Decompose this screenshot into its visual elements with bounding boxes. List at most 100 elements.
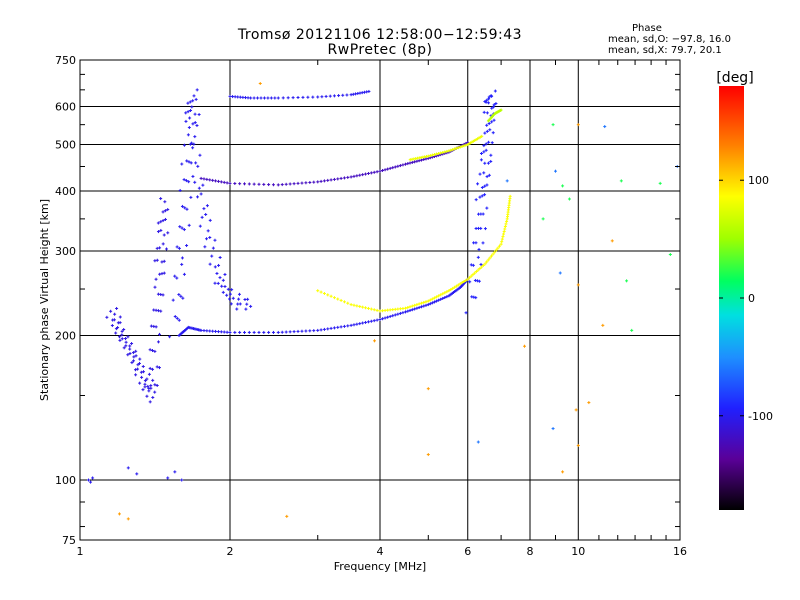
data-point bbox=[428, 154, 432, 158]
data-point bbox=[485, 175, 489, 179]
data-point bbox=[355, 304, 359, 308]
data-point bbox=[603, 125, 607, 129]
data-point bbox=[210, 254, 214, 258]
data-point bbox=[296, 96, 300, 100]
data-point bbox=[204, 213, 208, 217]
data-point bbox=[326, 327, 330, 331]
data-point bbox=[482, 171, 486, 175]
data-point bbox=[451, 148, 455, 152]
data-point bbox=[329, 178, 333, 182]
data-point bbox=[267, 183, 271, 187]
data-point bbox=[158, 246, 162, 250]
data-point bbox=[288, 330, 292, 334]
data-point bbox=[153, 383, 157, 387]
data-point bbox=[179, 294, 183, 298]
data-point bbox=[398, 307, 402, 311]
data-point bbox=[189, 195, 193, 199]
data-point bbox=[361, 173, 365, 177]
data-point bbox=[447, 149, 451, 153]
data-point bbox=[410, 304, 414, 308]
data-point bbox=[306, 95, 310, 99]
data-point bbox=[223, 285, 227, 289]
data-point bbox=[346, 175, 350, 179]
data-point bbox=[369, 319, 373, 323]
data-point bbox=[487, 140, 491, 144]
data-point bbox=[426, 387, 430, 391]
y-tick-label: 750 bbox=[55, 54, 76, 67]
data-point bbox=[280, 183, 284, 187]
data-point bbox=[462, 280, 466, 284]
data-point bbox=[141, 388, 145, 392]
data-point bbox=[349, 175, 353, 179]
data-point bbox=[490, 120, 494, 124]
data-point bbox=[202, 329, 206, 333]
data-point bbox=[443, 291, 447, 295]
colorbar-label: [deg] bbox=[716, 70, 753, 86]
data-point bbox=[235, 307, 239, 311]
data-point bbox=[291, 96, 295, 100]
data-point bbox=[332, 94, 336, 98]
data-point bbox=[483, 262, 487, 266]
data-point bbox=[151, 367, 155, 371]
data-point bbox=[361, 321, 365, 325]
data-point bbox=[139, 370, 143, 374]
data-point bbox=[473, 271, 477, 275]
data-point bbox=[186, 101, 190, 105]
data-point bbox=[258, 82, 262, 86]
data-point bbox=[118, 321, 122, 325]
data-point bbox=[151, 349, 155, 353]
data-point bbox=[328, 94, 332, 98]
data-point bbox=[484, 142, 488, 146]
data-point bbox=[453, 285, 457, 289]
data-point bbox=[460, 281, 464, 285]
chart-subtitle: RwPretec (8p) bbox=[327, 42, 433, 58]
data-point bbox=[355, 174, 359, 178]
data-point bbox=[213, 281, 217, 285]
data-point bbox=[211, 246, 215, 250]
data-point bbox=[208, 235, 212, 239]
data-point bbox=[391, 308, 395, 312]
data-point bbox=[163, 209, 167, 213]
data-point bbox=[483, 184, 487, 188]
data-point bbox=[175, 245, 179, 249]
data-point bbox=[424, 303, 428, 307]
data-point bbox=[118, 315, 122, 319]
data-point bbox=[190, 105, 194, 109]
data-point bbox=[437, 294, 441, 298]
data-point bbox=[155, 246, 159, 250]
data-point bbox=[118, 338, 122, 342]
chart-title: Tromsø 20121106 12:58:00−12:59:43 bbox=[237, 27, 523, 43]
data-point bbox=[460, 144, 464, 148]
data-point bbox=[262, 182, 266, 186]
data-point bbox=[479, 158, 483, 162]
data-point bbox=[393, 307, 397, 311]
data-point bbox=[443, 296, 447, 300]
data-point bbox=[316, 289, 320, 293]
data-point bbox=[451, 286, 455, 290]
data-point bbox=[114, 331, 118, 335]
data-point bbox=[208, 329, 212, 333]
data-point bbox=[180, 162, 184, 166]
data-point bbox=[161, 219, 165, 223]
data-point bbox=[223, 272, 227, 276]
data-point bbox=[503, 227, 507, 231]
x-tick-label: 10 bbox=[571, 545, 585, 558]
data-point bbox=[454, 284, 458, 288]
data-point bbox=[163, 200, 167, 204]
y-axis-label: Stationary phase Virtual Height [km] bbox=[38, 199, 51, 401]
data-point bbox=[454, 146, 458, 150]
data-point bbox=[132, 359, 136, 363]
data-point bbox=[619, 179, 623, 183]
data-point bbox=[388, 308, 392, 312]
data-point bbox=[182, 178, 186, 182]
data-point bbox=[401, 163, 405, 167]
data-point bbox=[523, 344, 527, 348]
data-point bbox=[480, 265, 484, 269]
x-tick-label: 8 bbox=[527, 545, 534, 558]
data-point bbox=[237, 297, 241, 301]
data-point bbox=[252, 182, 256, 186]
data-point bbox=[422, 300, 426, 304]
data-point bbox=[188, 100, 192, 104]
data-point bbox=[126, 353, 130, 357]
data-point bbox=[206, 229, 210, 233]
